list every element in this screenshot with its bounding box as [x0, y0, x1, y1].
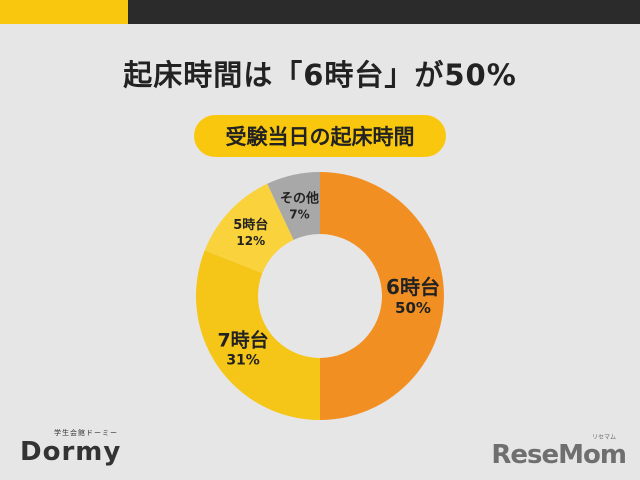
slice-value-label: 7% — [289, 207, 309, 221]
dormy-logo: 学生会館ドーミー Dormy — [20, 428, 121, 466]
slice-value-label: 12% — [236, 234, 265, 248]
slice-label: 6時台 — [386, 275, 440, 299]
page-headline: 起床時間は「6時台」が50% — [123, 58, 517, 92]
dormy-logo-text: Dormy — [20, 437, 122, 467]
top-bar-accent — [0, 0, 128, 24]
slice-label: 5時台 — [233, 217, 268, 233]
top-bar — [0, 0, 640, 24]
resemom-logo: ReseMom — [491, 440, 627, 470]
donut-slice — [204, 183, 294, 274]
donut-slice — [195, 250, 320, 420]
donut-slice — [267, 172, 320, 240]
slice-value-label: 50% — [395, 299, 431, 317]
slice-label: 7時台 — [217, 328, 268, 351]
dormy-logo-subtext: 学生会館ドーミー — [54, 429, 118, 437]
chart-title: 受験当日の起床時間 — [194, 115, 446, 157]
donut-slice — [320, 172, 444, 420]
slice-label: その他 — [280, 190, 319, 206]
slice-value-label: 31% — [226, 352, 260, 368]
resemom-logo-subtext: リセマム — [591, 434, 616, 441]
